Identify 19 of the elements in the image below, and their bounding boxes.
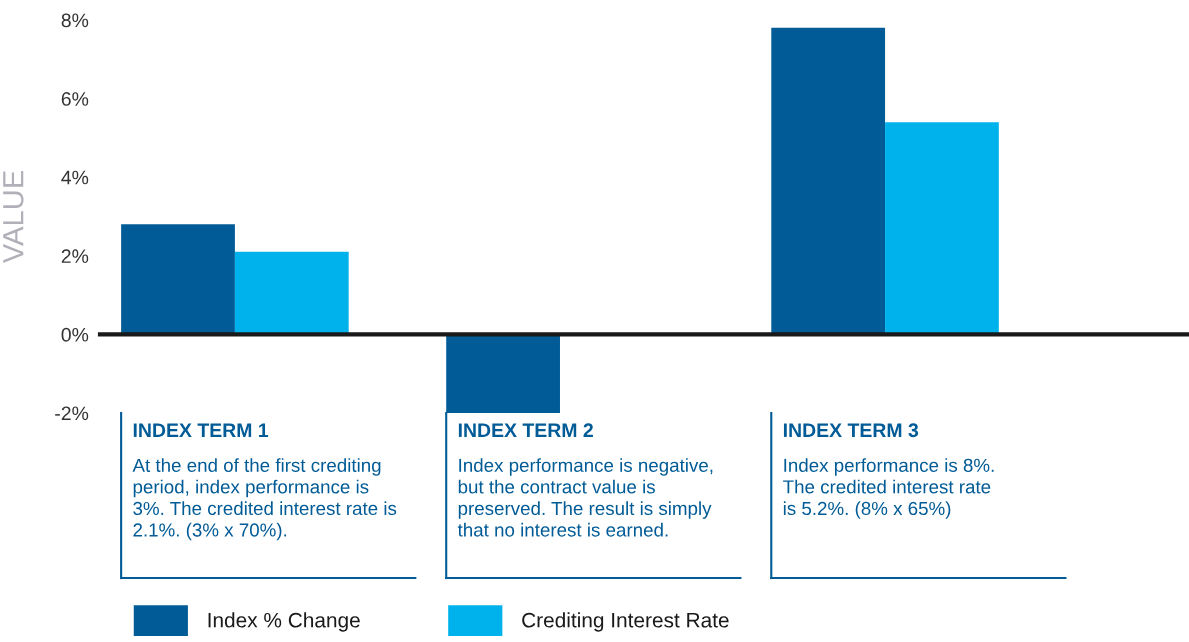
- bar: [885, 122, 999, 335]
- x-tick-label: INDEX TERM 1: [133, 423, 269, 437]
- legend-label: Crediting Interest Rate: [522, 612, 729, 632]
- y-tick-label: 0%: [61, 327, 89, 342]
- y-axis-title: VALUE: [3, 171, 24, 264]
- y-tick-label: 8%: [61, 13, 89, 28]
- y-tick-label: 4%: [61, 170, 89, 185]
- x-tick-label: INDEX TERM 3: [783, 423, 919, 438]
- bar: [771, 27, 886, 335]
- legend-label: Index % Change: [208, 612, 360, 632]
- y-tick-label: 6%: [61, 92, 89, 106]
- text: Index performance is negative, but the contract value is preserved. The result is simply that no interest is earned.: [457, 458, 713, 537]
- y-tick-label: -2%: [55, 406, 89, 421]
- bar: [234, 251, 349, 335]
- y-tick-label: 2%: [61, 249, 89, 263]
- text: At the end of the first crediting period, index performance is 3%. The credited interest rate is 2.1%. (3% x 70%).: [132, 458, 397, 541]
- text: Index performance is 8%. The credited interest rate is 5.2%. (8% x 65%): [783, 458, 994, 519]
- bar: [121, 224, 235, 335]
- x-tick-label: INDEX TERM 2: [458, 423, 593, 437]
